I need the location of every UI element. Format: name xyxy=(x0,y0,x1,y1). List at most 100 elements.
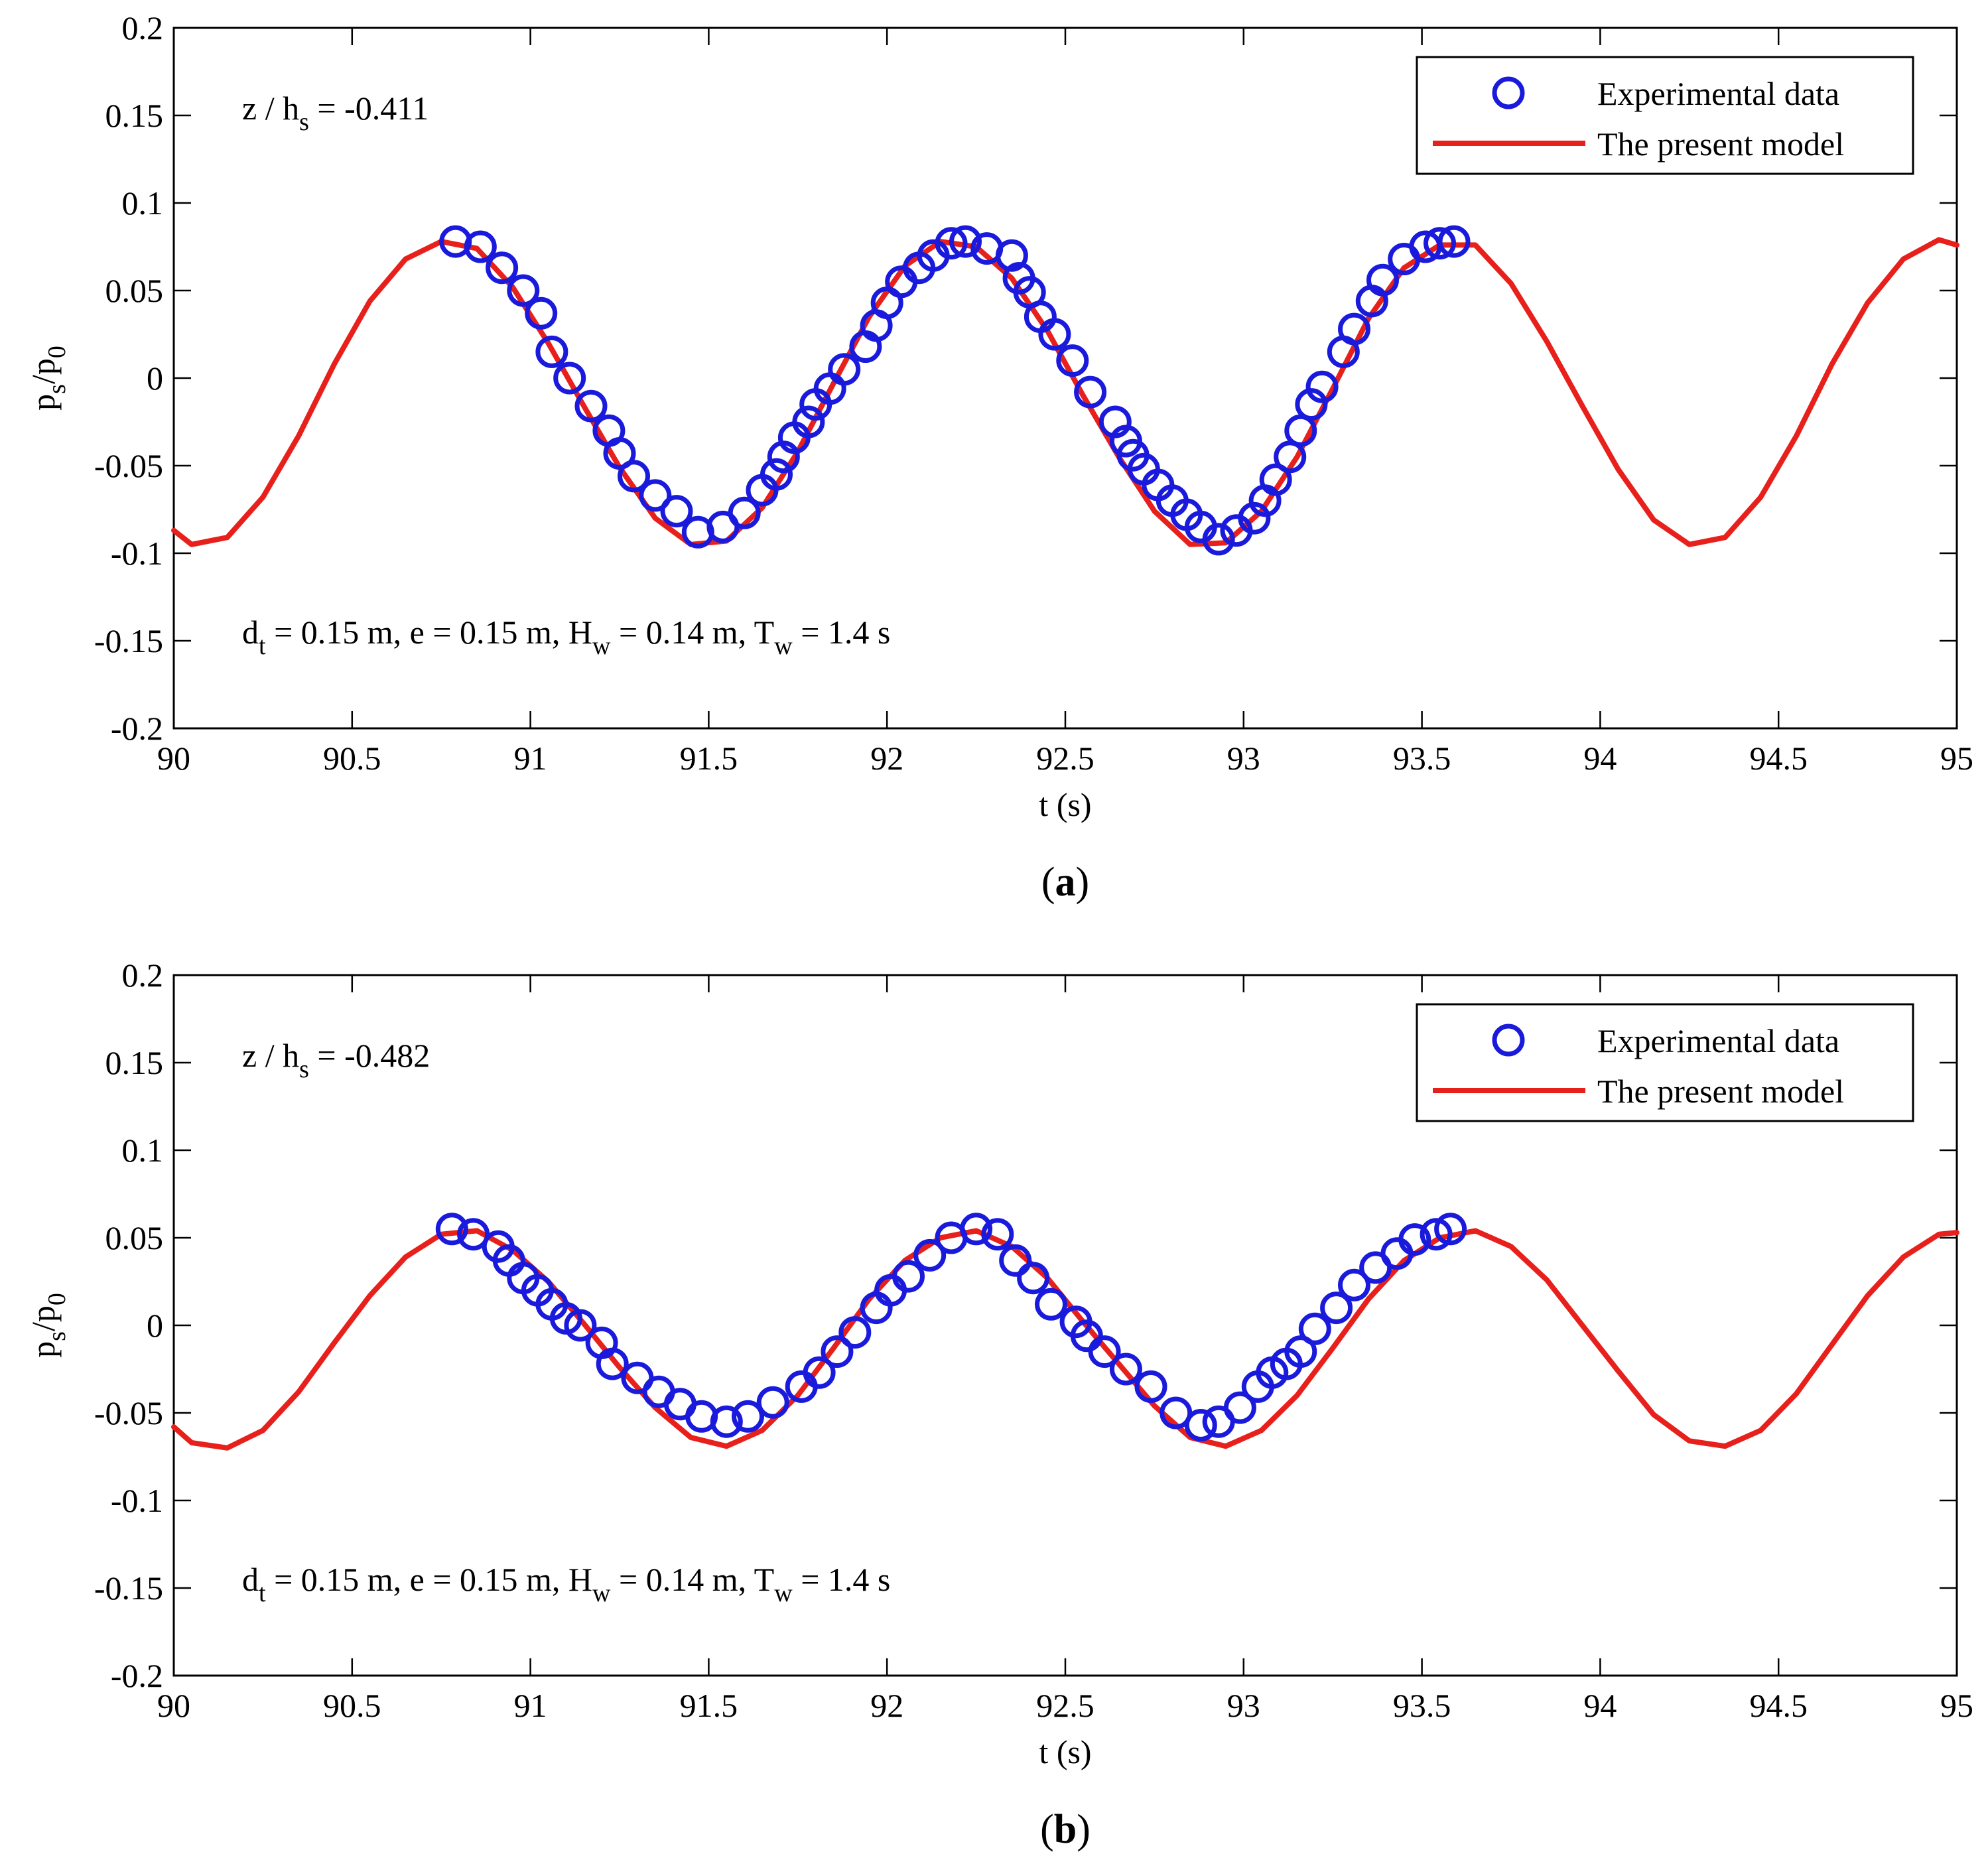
experimental-point xyxy=(981,1218,1014,1251)
experimental-point xyxy=(1420,1218,1453,1251)
experimental-point xyxy=(1338,312,1370,346)
plot-area-a xyxy=(171,225,1959,556)
x-tick-label: 94 xyxy=(1583,740,1617,777)
experimental-point xyxy=(1184,1409,1217,1441)
experimental-point xyxy=(913,1238,947,1272)
experimental-point xyxy=(821,1335,854,1368)
experimental-point xyxy=(1223,1391,1256,1424)
panel-a: 90 90.5 91 91.5 92 92.5 93 93.5 94 94.5 95 0.2 0.15… xyxy=(25,9,1973,905)
legend-label-experimental: Experimental data xyxy=(1597,1022,1839,1059)
y-tick-label: -0.2 xyxy=(111,710,163,747)
y-axis-b: 0.2 0.15 0.1 0.05 0 -0.05 -0.1 -0.15 -0.2 xyxy=(94,957,1957,1694)
experimental-point xyxy=(838,1316,872,1349)
experimental-point xyxy=(553,362,586,395)
params-annotation-a: dt = 0.15 m, e = 0.15 m, Hw = 0.14 m, Tw… xyxy=(242,614,890,660)
experimental-point xyxy=(639,479,672,512)
plot-area-b xyxy=(171,1213,1959,1451)
panel-b: 90 90.5 91 91.5 92 92.5 93 93.5 94 94.5 95 0.2 0.15… xyxy=(25,957,1973,1852)
x-axis-b: 90 90.5 91 91.5 92 92.5 93 93.5 94 94.5 95 xyxy=(157,975,1973,1724)
y-tick-label: -0.1 xyxy=(111,535,163,572)
y-tick-label: -0.15 xyxy=(94,1569,163,1607)
y-tick-label: -0.05 xyxy=(94,1394,163,1431)
experimental-point xyxy=(1109,1353,1142,1386)
x-tick-label: 90.5 xyxy=(323,1687,381,1724)
experimental-point xyxy=(1284,414,1317,447)
y-tick-label: 0.2 xyxy=(122,9,164,46)
experimental-point xyxy=(464,230,497,263)
experimental-point xyxy=(507,274,540,307)
x-tick-label: 91 xyxy=(514,740,547,777)
experimental-point xyxy=(1274,440,1307,474)
experimental-point xyxy=(1338,1268,1370,1301)
y-tick-label: 0.15 xyxy=(105,97,164,134)
legend-marker-icon xyxy=(1492,1024,1525,1057)
experimental-point xyxy=(760,458,793,491)
panel-label-b: (b) xyxy=(1040,1807,1091,1852)
experimental-point xyxy=(564,1309,597,1342)
x-tick-label: 93.5 xyxy=(1393,740,1451,777)
y-tick-label: -0.1 xyxy=(111,1482,163,1519)
experimental-point xyxy=(596,1347,629,1380)
experimental-point xyxy=(1398,1223,1431,1256)
x-tick-label: 94 xyxy=(1583,1687,1617,1724)
y-tick-label: -0.15 xyxy=(94,622,163,659)
legend-b: Experimental data The present model xyxy=(1416,1003,1914,1122)
experimental-point xyxy=(1259,463,1292,496)
depth-annotation-b: z / hs = -0.482 xyxy=(242,1037,430,1083)
experimental-point xyxy=(710,1405,743,1438)
x-tick-label: 95 xyxy=(1940,740,1973,777)
experimental-point xyxy=(1134,1370,1167,1403)
x-tick-label: 92 xyxy=(870,740,903,777)
x-tick-label: 92 xyxy=(870,1687,903,1724)
experimental-point xyxy=(1056,344,1089,377)
x-tick-label: 93 xyxy=(1227,740,1260,777)
experimental-point xyxy=(1437,225,1471,258)
experimental-point xyxy=(1038,318,1071,351)
experimental-point xyxy=(892,1260,925,1293)
experimental-point xyxy=(1160,1396,1193,1429)
experimental-point xyxy=(999,1244,1032,1277)
legend-box-a xyxy=(1416,56,1914,175)
depth-annotation-a: z / hs = -0.411 xyxy=(242,90,429,136)
legend-box-b xyxy=(1416,1003,1914,1122)
experimental-point xyxy=(1074,375,1107,409)
y-tick-label: 0.15 xyxy=(105,1044,164,1081)
x-tick-label: 90 xyxy=(157,740,190,777)
experimental-point xyxy=(828,353,861,386)
x-tick-label: 91 xyxy=(514,1687,547,1724)
x-tick-label: 90 xyxy=(157,1687,190,1724)
legend-label-experimental: Experimental data xyxy=(1597,75,1839,112)
experimental-point xyxy=(1320,1292,1353,1325)
experimental-point xyxy=(728,496,761,529)
experimental-point xyxy=(1202,523,1235,556)
y-tick-label: 0 xyxy=(147,1307,163,1344)
experimental-point xyxy=(1035,1288,1067,1321)
x-tick-label: 95 xyxy=(1940,1687,1973,1724)
x-tick-label: 93 xyxy=(1227,1687,1260,1724)
y-tick-label: 0.1 xyxy=(122,184,164,222)
experimental-point xyxy=(525,297,558,330)
experimental-point xyxy=(1298,1312,1331,1345)
y-tick-label: 0.1 xyxy=(122,1132,164,1169)
x-tick-label: 90.5 xyxy=(323,740,381,777)
experimental-point xyxy=(792,405,825,438)
experimental-point xyxy=(1434,1213,1467,1246)
panel-label-a: (a) xyxy=(1041,860,1089,905)
experimental-point xyxy=(803,1356,836,1389)
experimental-point xyxy=(1424,227,1456,260)
experimental-point xyxy=(732,1400,764,1433)
x-tick-label: 92.5 xyxy=(1036,1687,1094,1724)
x-tick-label: 94.5 xyxy=(1749,1687,1808,1724)
y-axis-label-b: ps/p0 xyxy=(25,1293,71,1358)
experimental-point xyxy=(935,227,968,260)
y-axis-label-a: ps/p0 xyxy=(25,346,71,411)
experimental-point xyxy=(574,389,608,423)
experimental-point xyxy=(756,1386,789,1419)
experimental-point xyxy=(457,1218,490,1251)
model-line-b xyxy=(171,1228,1959,1451)
experimental-point xyxy=(1017,1262,1050,1295)
y-tick-label: -0.05 xyxy=(94,447,163,484)
model-line-a xyxy=(171,237,1959,547)
legend-a: Experimental data The present model xyxy=(1416,56,1914,175)
